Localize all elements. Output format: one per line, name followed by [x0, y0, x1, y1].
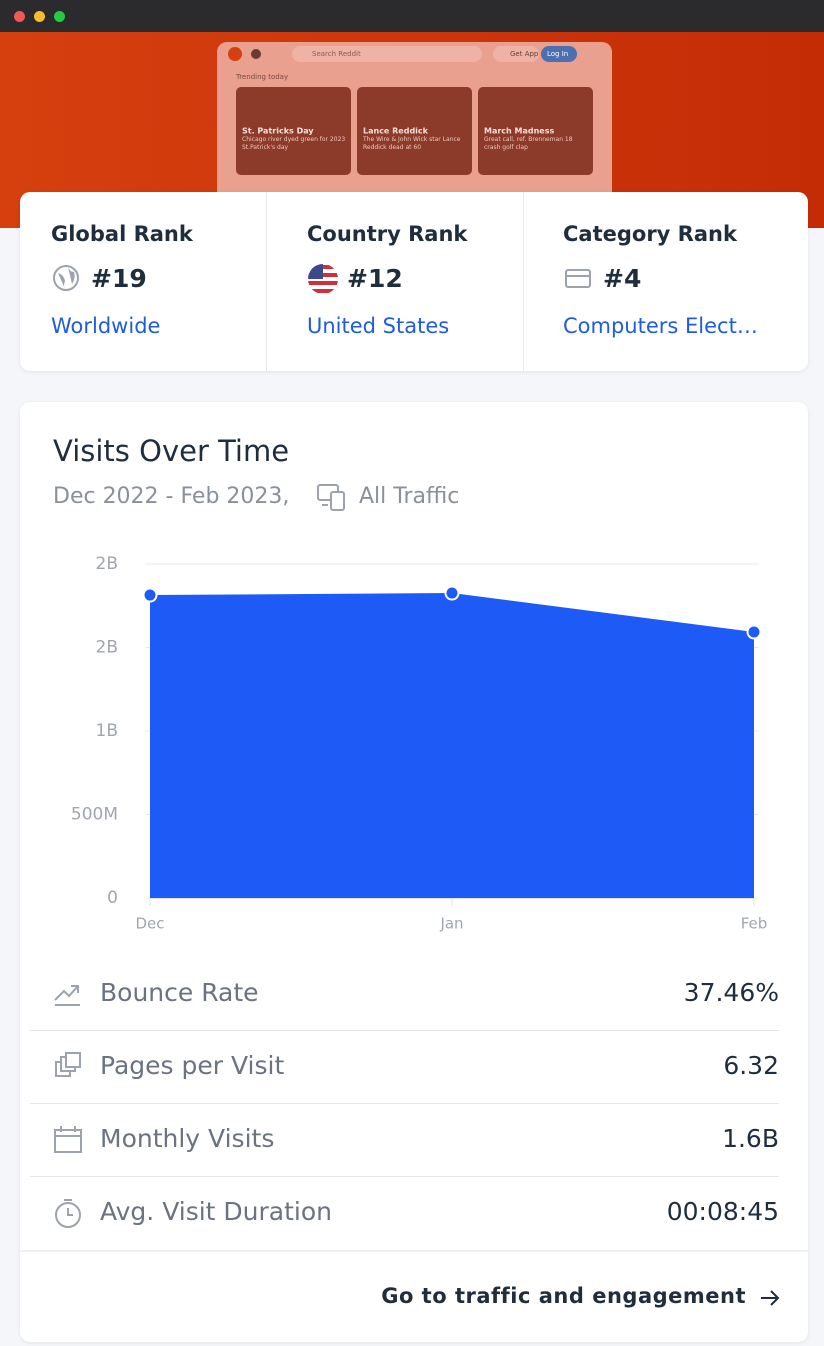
preview-card: [478, 87, 593, 175]
preview-card-title: Lance Reddick: [363, 127, 429, 136]
close-dot: [14, 11, 25, 22]
metric-value: 1.6B: [722, 1124, 779, 1153]
preview-card-text: Chicago river dyed green for 2023 St.Pat…: [242, 136, 346, 151]
metric-icon: [54, 985, 80, 1006]
rank-column: Country Rank #12 United States: [266, 192, 524, 371]
metric-label: Avg. Visit Duration: [100, 1197, 332, 1226]
rank-scope[interactable]: Worldwide: [51, 314, 161, 338]
point: [444, 585, 460, 601]
chart-title: Visits Over Time: [53, 434, 290, 468]
metric-label: Monthly Visits: [100, 1124, 275, 1153]
browser-bar: [0, 0, 824, 32]
traffic-filter[interactable]: All Traffic: [359, 484, 460, 509]
x-tick-label: Jan: [439, 915, 463, 933]
point: [142, 587, 158, 603]
minimize-dot: [34, 11, 45, 22]
preview-search-text: Search Reddit: [312, 50, 361, 58]
metric-icon: [55, 1052, 81, 1077]
rank-scope[interactable]: United States: [307, 314, 450, 338]
preview-get-app: [493, 46, 539, 62]
preview-login: [541, 46, 577, 62]
category-icon: [565, 269, 591, 288]
preview-trending: Trending today: [235, 73, 288, 81]
metric-value: 6.32: [723, 1051, 779, 1080]
preview-card: [236, 87, 351, 175]
metric-label: Bounce Rate: [100, 978, 259, 1007]
rank-label: Global Rank: [51, 222, 193, 246]
preview-card: [357, 87, 472, 175]
us-flag-icon: [308, 264, 338, 294]
rank-label: Country Rank: [307, 222, 468, 246]
preview-card-title: March Madness: [484, 127, 554, 136]
chart-subtitle: Dec 2022 - Feb 2023,: [53, 484, 290, 509]
metric-value: 00:08:45: [666, 1197, 779, 1226]
rank-value: #12: [347, 264, 403, 293]
point: [746, 624, 762, 640]
y-tick-label: 500M: [71, 805, 118, 825]
area: [150, 593, 754, 898]
y-tick-label: 2B: [96, 638, 118, 658]
rank-label: Category Rank: [563, 222, 737, 246]
footer-link[interactable]: Go to traffic and engagement: [381, 1284, 746, 1308]
metric-label: Pages per Visit: [100, 1051, 285, 1080]
arrow-icon[interactable]: [758, 1286, 782, 1310]
metric-icon: [55, 1199, 81, 1228]
preview-icon: [251, 49, 261, 59]
y-tick-label: 1B: [96, 721, 118, 741]
metric-row: Bounce Rate 37.46%: [30, 958, 779, 1031]
metric-row: Monthly Visits 1.6B: [30, 1104, 779, 1177]
device-icon: [317, 484, 345, 511]
x-tick-label: Feb: [741, 915, 768, 933]
preview-search: [292, 46, 482, 62]
preview-card-text: The Wire & John Wick star Lance Reddick …: [363, 136, 461, 151]
metric-value: 37.46%: [683, 978, 779, 1007]
metric-icon: [54, 1126, 82, 1153]
globe-icon: [53, 265, 79, 291]
y-tick-label: 0: [107, 888, 118, 908]
preview-card-title: St. Patricks Day: [242, 127, 314, 136]
chart: 0 500M 1B 2B 2B Dec Jan Feb: [71, 554, 768, 933]
preview-get-app-text: Get App: [510, 50, 539, 58]
rank-card: Global Rank #19 Worldwide Country Rank #…: [20, 192, 808, 371]
rank-value: #19: [91, 264, 147, 293]
rank-column: Category Rank #4 Computers Elect…: [523, 192, 809, 371]
x-tick-label: Dec: [135, 915, 164, 933]
rank-value: #4: [603, 264, 642, 293]
metric-row: Avg. Visit Duration 00:08:45: [30, 1177, 779, 1249]
y-tick-label: 2B: [96, 554, 118, 574]
rank-scope[interactable]: Computers Elect…: [563, 314, 758, 338]
preview-card-text: Great call, ref. Brenneman 18 crash golf…: [484, 136, 573, 151]
preview-login-text: Log In: [547, 50, 568, 58]
rank-column: Global Rank #19 Worldwide: [20, 192, 282, 371]
metric-row: Pages per Visit 6.32: [30, 1031, 779, 1104]
maximize-dot: [54, 11, 65, 22]
footer-divider: [20, 1250, 808, 1252]
preview-logo: [228, 47, 242, 61]
